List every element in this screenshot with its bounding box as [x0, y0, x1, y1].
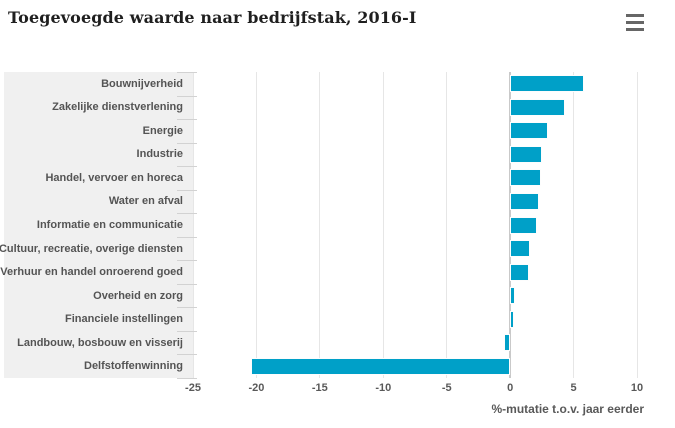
- category-label: Overheid en zorg: [93, 289, 183, 302]
- category-axis-tick: [177, 283, 197, 285]
- category-axis-tick: [177, 72, 197, 73]
- category-label: Energie: [142, 124, 183, 137]
- category-axis-tick: [177, 189, 197, 191]
- category-label: Bouwnijverheid: [101, 77, 183, 90]
- bar[interactable]: [503, 334, 511, 352]
- bar[interactable]: [510, 310, 514, 328]
- hamburger-icon: [626, 14, 644, 17]
- category-label: Financiele instellingen: [65, 313, 183, 326]
- hamburger-icon: [626, 28, 644, 31]
- gridline: [255, 72, 257, 378]
- x-axis-tick-label: -10: [375, 382, 392, 394]
- gridline: [636, 72, 638, 378]
- category-label: Zakelijke dienstverlening: [52, 101, 183, 114]
- bar[interactable]: [510, 192, 540, 210]
- chart-menu-button[interactable]: [626, 14, 646, 31]
- bar[interactable]: [251, 357, 511, 375]
- bar[interactable]: [510, 98, 565, 116]
- gridline: [446, 72, 448, 378]
- category-label: Handel, vervoer en horeca: [45, 171, 183, 184]
- category-axis-tick: [177, 378, 197, 379]
- page-title: Toegevoegde waarde naar bedrijfstak, 201…: [8, 8, 417, 27]
- category-label: Cultuur, recreatie, overige diensten: [0, 242, 183, 255]
- gridline: [192, 72, 194, 378]
- gridline: [573, 72, 575, 378]
- category-axis-tick: [177, 260, 197, 262]
- category-axis-tick: [177, 330, 197, 332]
- category-axis-tick: [177, 142, 197, 144]
- x-axis-tick-label: -5: [441, 382, 452, 394]
- category-axis-tick: [177, 354, 197, 356]
- category-axis-tick: [177, 213, 197, 215]
- bar[interactable]: [510, 263, 530, 281]
- x-axis-title: %-mutatie t.o.v. jaar eerder: [491, 402, 645, 416]
- bar[interactable]: [510, 75, 584, 93]
- bar[interactable]: [510, 287, 516, 305]
- plot-area: [192, 72, 638, 378]
- category-label: Water en afval: [108, 195, 183, 208]
- hamburger-icon: [626, 21, 644, 24]
- category-label: Industrie: [136, 148, 183, 161]
- category-axis-tick: [177, 236, 197, 238]
- bar[interactable]: [510, 122, 549, 140]
- bar[interactable]: [510, 216, 537, 234]
- category-axis-tick: [177, 95, 197, 97]
- category-label: Verhuur en handel onroerend goed: [0, 266, 183, 279]
- category-axis-tick: [177, 166, 197, 168]
- x-axis-tick-label: -20: [248, 382, 265, 394]
- x-axis-tick-label: -25: [185, 382, 201, 394]
- category-label: Delfstoffenwinning: [84, 360, 183, 373]
- x-axis-tick-label: 10: [630, 382, 644, 394]
- category-label: Informatie en communicatie: [36, 218, 183, 231]
- bar[interactable]: [510, 240, 531, 258]
- bar[interactable]: [510, 145, 542, 163]
- x-axis-tick-label: 5: [570, 382, 577, 394]
- category-axis-tick: [177, 307, 197, 309]
- gridline: [319, 72, 321, 378]
- x-axis-tick-label: -15: [311, 382, 328, 394]
- category-axis-tick: [177, 119, 197, 121]
- x-axis-tick-label: 0: [507, 382, 514, 394]
- bar[interactable]: [510, 169, 541, 187]
- category-axis-panel: Bouwnijverheid Zakelijke dienstverlening E…: [0, 72, 193, 378]
- gridline: [382, 72, 384, 378]
- category-label: Landbouw, bosbouw en visserij: [17, 336, 183, 349]
